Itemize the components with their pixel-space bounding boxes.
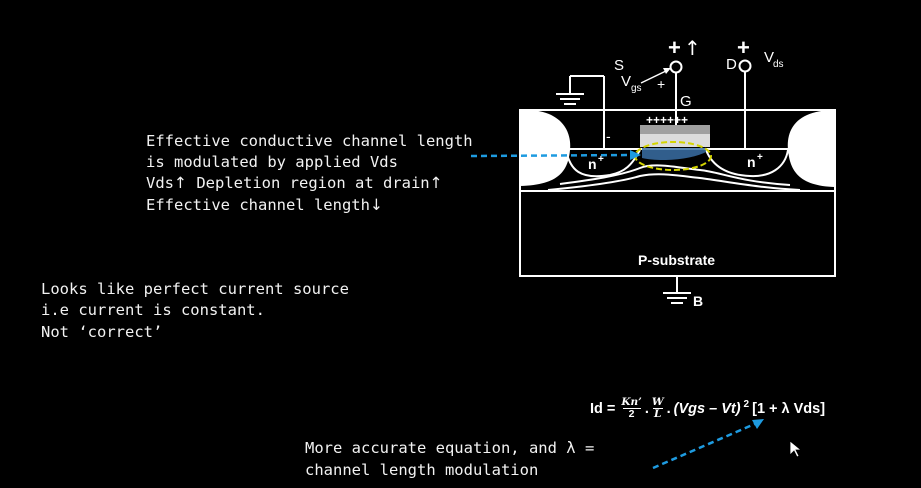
l-denominator: L (654, 408, 662, 420)
wl-fraction: W L (652, 397, 664, 420)
current-source-line-1: Looks like perfect current source (41, 280, 349, 298)
gate-oxide (640, 133, 710, 147)
n-right-sup: + (757, 152, 763, 163)
current-source-line-2: i.e current is constant. (41, 301, 265, 319)
equation-lhs: Id = (590, 400, 616, 417)
n-right-label: n (747, 154, 756, 170)
fraction-bar (652, 408, 663, 409)
up-arrow-icon: ↑ (429, 174, 443, 192)
arrowhead-icon (630, 150, 641, 160)
down-arrow-icon: ↓ (369, 196, 383, 214)
arrowhead-icon (752, 419, 764, 429)
arrowhead-icon (663, 68, 671, 74)
vgs-arrow (640, 69, 669, 84)
vgs-plus: + (657, 76, 665, 92)
gate-terminal (669, 60, 683, 74)
vgs-label: V (621, 73, 631, 90)
note-line-4: Effective channel length↓ (146, 195, 383, 217)
note-line-3: Vds↑ Depletion region at drain↑ (146, 173, 443, 195)
depletion-inner-line (559, 164, 791, 186)
fraction-bar (622, 408, 641, 409)
channel-pointer-arrow (470, 153, 633, 158)
note-vds: Vds (146, 174, 174, 192)
note-depletion: Depletion region at drain (196, 174, 430, 192)
up-arrow-icon: ↑ (684, 36, 701, 60)
accurate-line-2: channel length modulation (305, 461, 539, 479)
substrate-label: P-substrate (638, 252, 715, 268)
note-line-1: Effective conductive channel length (146, 132, 473, 150)
isolation-right (787, 110, 835, 187)
gate-plate (640, 125, 710, 134)
note-line-2: is modulated by applied Vds (146, 153, 398, 171)
current-source-line-3: Not ‘correct’ (41, 323, 163, 341)
mouse-cursor-icon (789, 440, 803, 458)
w-numerator: W (651, 396, 664, 408)
drain-plus: + (737, 35, 750, 60)
equation-exponent: 2 (743, 399, 750, 410)
vgs-vt-term: (Vgs – Vt) (673, 400, 741, 417)
kn-denominator: 2 (628, 408, 635, 420)
kn-fraction: Kn’ 2 (621, 397, 641, 420)
n-left-label: n (588, 156, 597, 172)
drain-terminal (738, 59, 752, 73)
note-effective-length: Effective channel length (146, 196, 370, 214)
body-label: B (693, 293, 703, 309)
gate-label: G (680, 93, 692, 110)
up-arrow-icon: ↑ (174, 174, 187, 192)
vgs-minus: - (606, 128, 611, 144)
accurate-line-1: More accurate equation, and λ = (305, 439, 595, 457)
kn-numerator: Kn’ (621, 396, 642, 408)
depletion-outer-line (547, 173, 801, 191)
n-right-region (705, 149, 789, 178)
vds-sub: ds (773, 59, 784, 70)
equation-dot: . (644, 400, 649, 417)
id-equation: Id = Kn’ 2 . W L . (Vgs – Vt) 2 [1 + λ V… (590, 397, 825, 420)
channel (642, 148, 706, 160)
n-left-sup: + (598, 154, 604, 165)
lambda-pointer-arrow (652, 421, 758, 470)
gate-plus: + (668, 35, 681, 60)
vds-label: V (764, 49, 774, 66)
isolation-left (520, 109, 571, 186)
clm-term: [1 + λ Vds] (752, 400, 826, 417)
equation-dot: . (666, 400, 671, 417)
gate-charges: ++++++ (646, 113, 688, 127)
drain-label: D (726, 56, 737, 73)
n-left-region (565, 149, 641, 178)
source-label: S (614, 57, 624, 74)
vgs-sub: gs (631, 83, 642, 94)
